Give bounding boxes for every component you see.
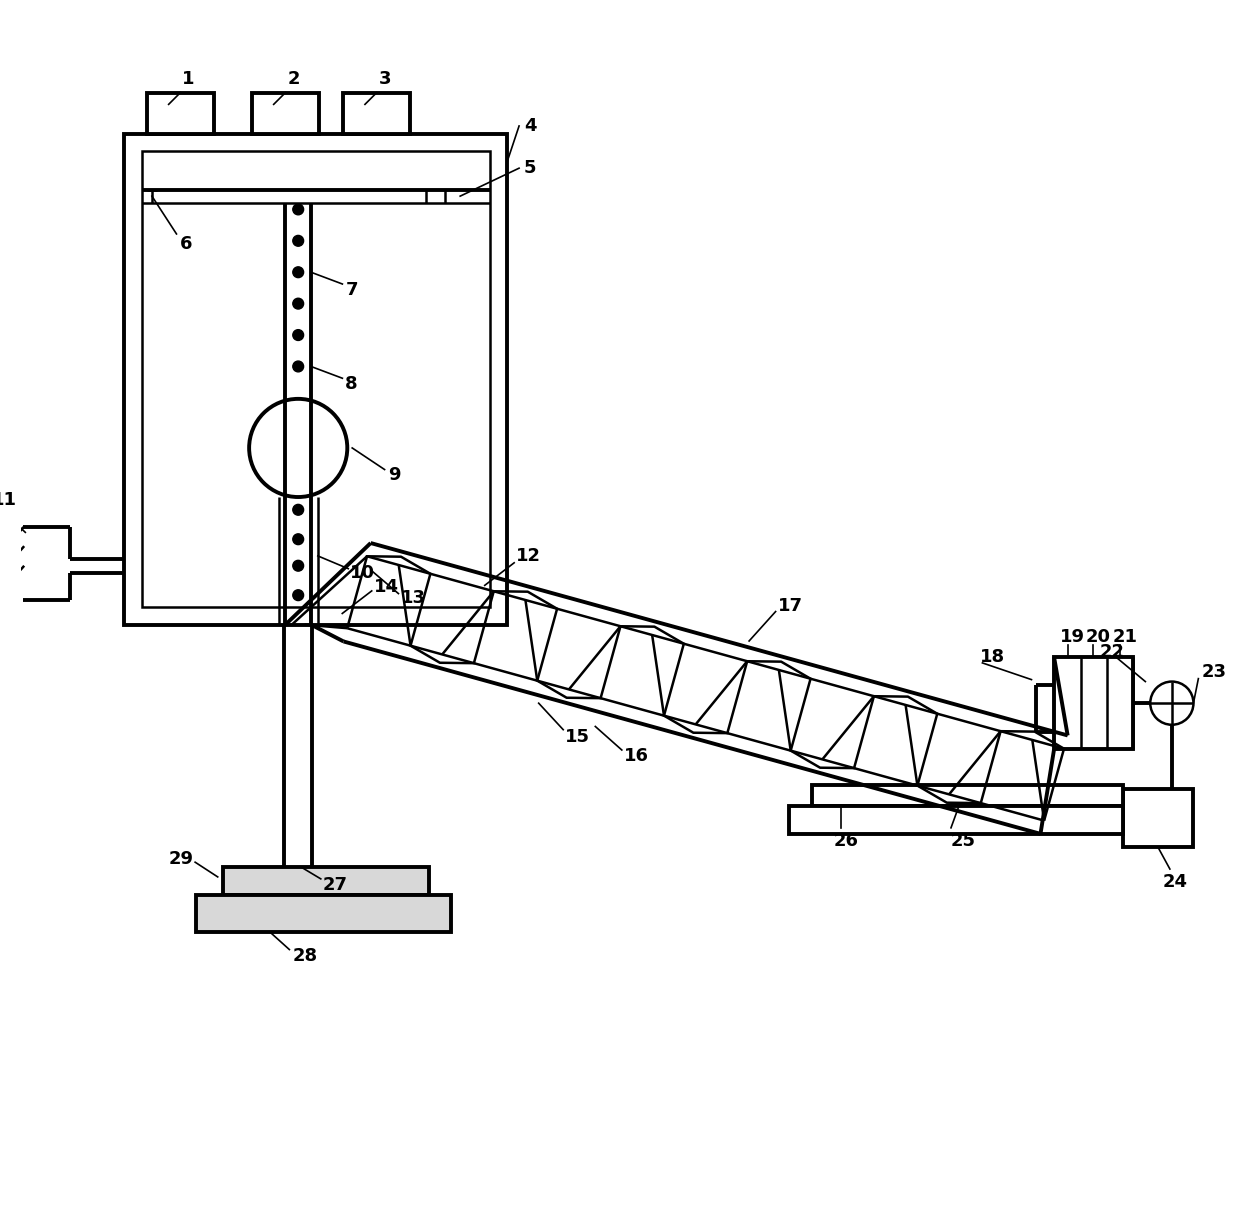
Text: 11: 11 bbox=[0, 491, 17, 509]
Text: 8: 8 bbox=[345, 375, 358, 393]
Text: 9: 9 bbox=[388, 466, 401, 484]
Text: 25: 25 bbox=[951, 831, 976, 849]
Bar bbox=[343, 93, 410, 134]
Text: 7: 7 bbox=[345, 281, 358, 299]
Circle shape bbox=[293, 472, 304, 483]
Text: 21: 21 bbox=[1114, 628, 1138, 646]
Circle shape bbox=[249, 399, 347, 497]
Bar bbox=[1122, 789, 1193, 847]
Text: 18: 18 bbox=[980, 649, 1004, 666]
Text: 22: 22 bbox=[1099, 644, 1125, 661]
Bar bbox=[223, 868, 429, 894]
Bar bbox=[1054, 657, 1132, 749]
Bar bbox=[812, 784, 1122, 806]
Text: 13: 13 bbox=[402, 588, 427, 606]
Circle shape bbox=[1151, 681, 1193, 725]
Circle shape bbox=[293, 204, 304, 215]
Text: 14: 14 bbox=[373, 578, 399, 597]
Text: 6: 6 bbox=[180, 235, 192, 253]
Circle shape bbox=[293, 236, 304, 246]
Circle shape bbox=[293, 329, 304, 340]
Text: 19: 19 bbox=[1060, 628, 1085, 646]
Text: 5: 5 bbox=[525, 160, 537, 177]
Text: 28: 28 bbox=[293, 947, 317, 966]
Text: 23: 23 bbox=[1202, 663, 1226, 681]
Text: 15: 15 bbox=[565, 727, 590, 745]
Circle shape bbox=[293, 361, 304, 371]
Text: 29: 29 bbox=[169, 851, 193, 869]
Text: 20: 20 bbox=[1085, 628, 1111, 646]
Circle shape bbox=[293, 560, 304, 571]
Text: 4: 4 bbox=[525, 117, 537, 136]
Bar bbox=[143, 151, 490, 607]
Text: 10: 10 bbox=[350, 564, 376, 582]
Text: 1: 1 bbox=[182, 70, 195, 88]
Text: 12: 12 bbox=[516, 547, 541, 565]
Bar bbox=[124, 134, 507, 624]
Text: 3: 3 bbox=[378, 70, 391, 88]
Bar bbox=[789, 806, 1122, 834]
Bar bbox=[252, 93, 319, 134]
Text: 26: 26 bbox=[833, 831, 858, 849]
Text: 17: 17 bbox=[777, 597, 802, 615]
Bar bbox=[148, 93, 213, 134]
Circle shape bbox=[293, 267, 304, 277]
Circle shape bbox=[293, 534, 304, 544]
Text: 24: 24 bbox=[1163, 872, 1188, 891]
Circle shape bbox=[293, 505, 304, 515]
Circle shape bbox=[293, 298, 304, 309]
Bar bbox=[196, 894, 451, 932]
Text: 27: 27 bbox=[322, 876, 347, 894]
Text: 2: 2 bbox=[288, 70, 300, 88]
Circle shape bbox=[293, 589, 304, 600]
Text: 16: 16 bbox=[624, 747, 649, 765]
